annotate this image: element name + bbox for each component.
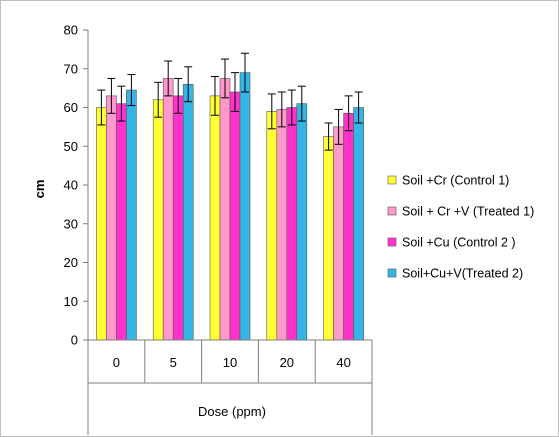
y-axis-title: cm bbox=[32, 180, 47, 199]
bar bbox=[106, 95, 117, 341]
y-tick-label: 30 bbox=[64, 216, 78, 231]
legend-label: Soil +Cu (Control 2 ) bbox=[402, 236, 516, 250]
bar bbox=[182, 83, 194, 341]
y-tick-label: 0 bbox=[71, 333, 78, 348]
axes bbox=[87, 30, 372, 341]
y-axis-ticks: 0 10 20 30 40 50 60 70 80 bbox=[64, 23, 88, 348]
x-axis-ticks: 0 5 10 20 40 bbox=[87, 340, 373, 435]
x-tick-label: 40 bbox=[336, 355, 350, 370]
bar bbox=[152, 99, 164, 341]
bar bbox=[333, 126, 344, 341]
bar bbox=[353, 107, 364, 341]
x-tick-label: 0 bbox=[113, 355, 120, 370]
x-axis-title: Dose (ppm) bbox=[198, 404, 266, 419]
bar bbox=[162, 78, 174, 341]
y-tick-label: 70 bbox=[64, 61, 78, 76]
legend-swatch bbox=[387, 175, 397, 185]
bar-series-group bbox=[96, 52, 364, 341]
legend-swatch bbox=[387, 268, 397, 278]
y-tick-label: 20 bbox=[64, 255, 78, 270]
bar bbox=[219, 78, 231, 341]
legend-label: Soil +Cr (Control 1) bbox=[402, 174, 509, 188]
bar bbox=[276, 109, 288, 341]
legend-label: Soil+Cu+V(Treated 2) bbox=[402, 267, 523, 281]
bar bbox=[209, 95, 221, 341]
legend-swatch bbox=[387, 206, 397, 216]
y-tick-label: 50 bbox=[64, 139, 78, 154]
x-tick-label: 10 bbox=[223, 355, 237, 370]
bar bbox=[126, 89, 137, 341]
bar bbox=[239, 72, 251, 341]
bar bbox=[343, 113, 354, 341]
bar bbox=[323, 136, 334, 341]
bar bbox=[172, 95, 184, 341]
legend-label: Soil + Cr +V (Treated 1) bbox=[402, 205, 534, 219]
y-tick-label: 60 bbox=[64, 100, 78, 115]
x-tick-label: 20 bbox=[280, 355, 294, 370]
bar bbox=[266, 111, 278, 341]
bar bbox=[116, 103, 127, 341]
y-tick-label: 80 bbox=[64, 23, 78, 38]
legend-swatch bbox=[387, 237, 397, 247]
y-tick-label: 40 bbox=[64, 178, 78, 193]
bar bbox=[229, 91, 241, 341]
bar bbox=[296, 103, 308, 341]
bar bbox=[286, 107, 298, 341]
x-tick-label: 5 bbox=[170, 355, 177, 370]
y-tick-label: 10 bbox=[64, 294, 78, 309]
bar bbox=[96, 107, 107, 341]
legend: Soil +Cr (Control 1) Soil + Cr +V (Treate… bbox=[387, 174, 534, 281]
